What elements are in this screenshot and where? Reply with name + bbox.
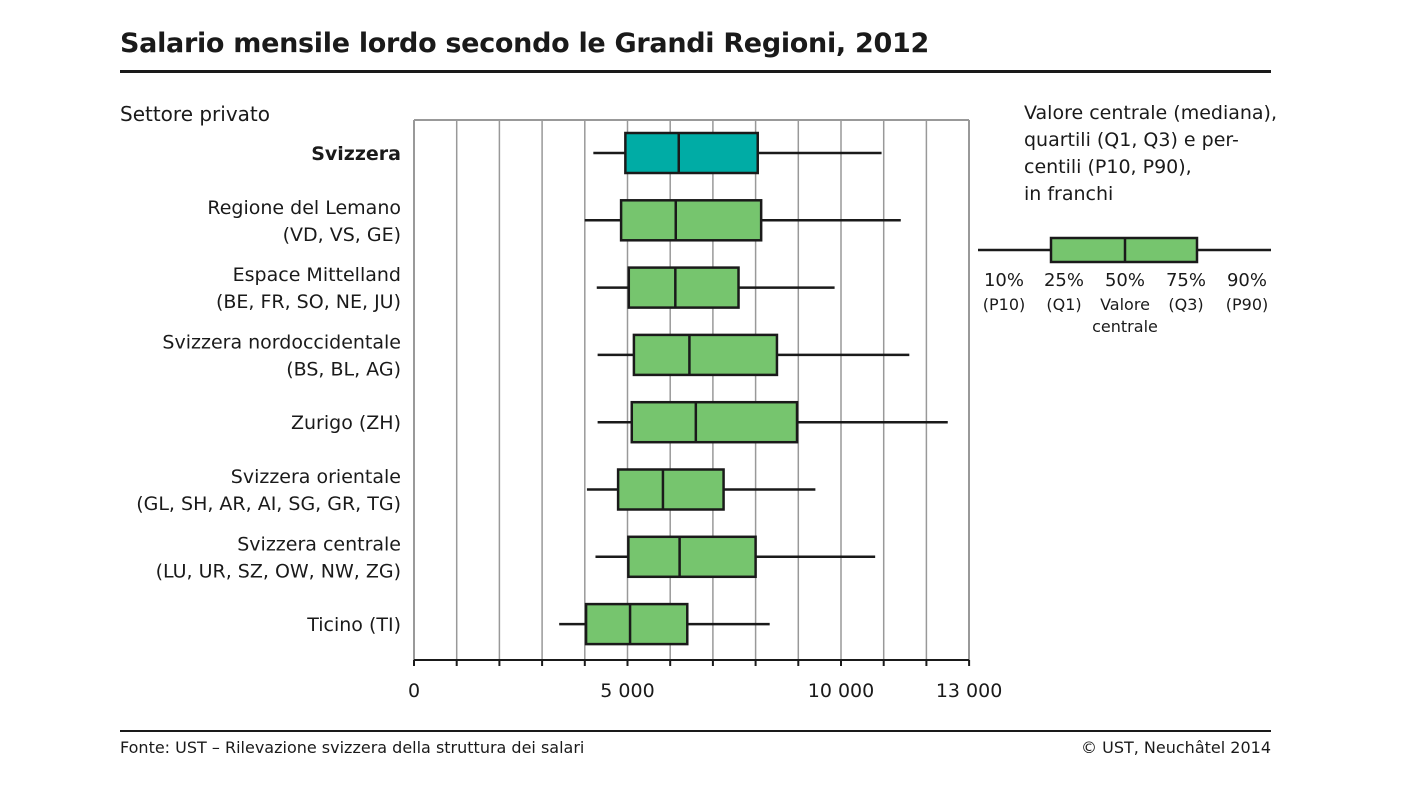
legend-sub-label: Valore bbox=[1100, 295, 1150, 314]
box-4 bbox=[597, 400, 948, 444]
legend-sub-label: (Q1) bbox=[1046, 295, 1081, 314]
legend-graphic: 10% 25% 50% 75% 90% (P10) (Q1) Valore (Q3) (P90) c… bbox=[978, 236, 1271, 336]
category-label: (BS, BL, AG) bbox=[286, 358, 401, 380]
legend-percent-label: 90% bbox=[1227, 270, 1267, 291]
category-label: Espace Mittelland bbox=[233, 264, 401, 286]
iqr-box bbox=[624, 131, 759, 175]
legend-sub-label: (P90) bbox=[1226, 295, 1269, 314]
legend-line: centili (P10, P90), bbox=[1024, 156, 1192, 178]
legend-line: Valore centrale (mediana), bbox=[1024, 102, 1278, 124]
category-label: (LU, UR, SZ, OW, NW, ZG) bbox=[156, 560, 401, 582]
box-series bbox=[559, 131, 948, 646]
x-tick-label: 0 bbox=[408, 680, 420, 702]
x-tick-label: 10 000 bbox=[808, 680, 874, 702]
category-label: Svizzera centrale bbox=[237, 533, 401, 555]
legend-percent-label: 50% bbox=[1105, 270, 1145, 291]
legend-percent-label: 25% bbox=[1044, 270, 1084, 291]
category-label: Zurigo (ZH) bbox=[291, 412, 401, 434]
iqr-box bbox=[627, 535, 757, 579]
iqr-box bbox=[619, 199, 763, 242]
legend-line: in franchi bbox=[1024, 183, 1114, 205]
chart-subtitle: Settore privato bbox=[120, 102, 271, 126]
box-3 bbox=[597, 333, 910, 377]
category-label: (VD, VS, GE) bbox=[283, 224, 401, 246]
box-1 bbox=[584, 199, 901, 242]
source-note: Fonte: UST – Rilevazione svizzera della … bbox=[120, 738, 585, 757]
copyright-note: © UST, Neuchâtel 2014 bbox=[1081, 738, 1271, 757]
category-label: Svizzera bbox=[311, 143, 401, 165]
legend-percent-label: 10% bbox=[984, 270, 1024, 291]
category-label: Svizzera nordoccidentale bbox=[162, 331, 401, 353]
box-6 bbox=[595, 535, 876, 579]
category-label: Regione del Lemano bbox=[207, 197, 401, 219]
legend-description: Valore centrale (mediana), quartili (Q1,… bbox=[1024, 100, 1294, 208]
x-tick-label: 5 000 bbox=[600, 680, 654, 702]
box-0 bbox=[593, 131, 882, 175]
iqr-box bbox=[616, 468, 725, 511]
legend-sub-label: (Q3) bbox=[1168, 295, 1203, 314]
category-label: Ticino (TI) bbox=[306, 614, 401, 636]
legend-sub-label: (P10) bbox=[983, 295, 1026, 314]
title-rule bbox=[120, 70, 1271, 73]
x-axis: 0 5 000 10 000 13 000 bbox=[408, 659, 1002, 702]
iqr-box bbox=[627, 266, 740, 309]
x-tick-label: 13 000 bbox=[936, 680, 1002, 702]
category-label: Svizzera orientale bbox=[231, 466, 401, 488]
iqr-box bbox=[584, 602, 689, 646]
legend-sub-label: centrale bbox=[1092, 317, 1158, 336]
box-5 bbox=[586, 468, 816, 511]
box-7 bbox=[559, 602, 770, 646]
footer-rule bbox=[120, 730, 1271, 732]
category-label: (BE, FR, SO, NE, JU) bbox=[216, 291, 401, 313]
legend-line: quartili (Q1, Q3) e per- bbox=[1024, 129, 1239, 151]
category-labels: Svizzera Regione del Lemano (VD, VS, GE) Es… bbox=[136, 143, 401, 636]
chart-title: Salario mensile lordo secondo le Grandi … bbox=[120, 28, 929, 59]
iqr-box bbox=[632, 333, 779, 377]
legend-percent-label: 75% bbox=[1166, 270, 1206, 291]
category-label: (GL, SH, AR, AI, SG, GR, TG) bbox=[136, 493, 401, 515]
iqr-box bbox=[630, 400, 799, 444]
box-2 bbox=[596, 266, 835, 309]
